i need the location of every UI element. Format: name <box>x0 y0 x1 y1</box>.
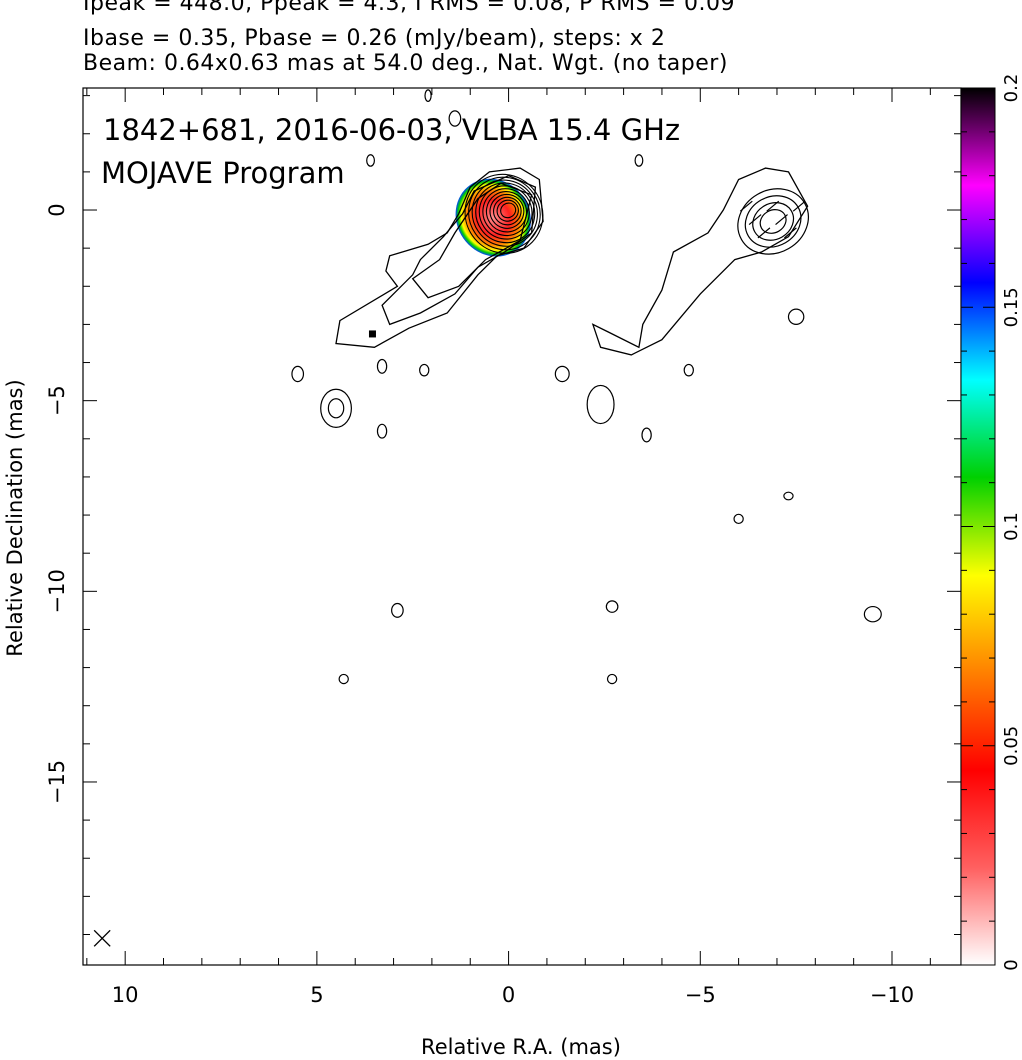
y-tick-label: −10 <box>45 569 69 613</box>
left-panel <box>335 167 544 348</box>
noise-contour <box>586 384 615 425</box>
core-contour <box>500 202 517 219</box>
x-tick-label: −10 <box>870 983 914 1007</box>
y-tick-label: −15 <box>45 760 69 804</box>
y-tick-label: −5 <box>45 385 69 416</box>
jet-contour <box>411 182 533 299</box>
noise-contour <box>863 605 882 623</box>
noise-contour <box>641 427 652 443</box>
core-contour <box>464 173 544 254</box>
noise-contour <box>366 154 375 167</box>
noise-contour <box>376 423 388 439</box>
jet-contour <box>591 167 809 356</box>
y-tick-label: 0 <box>45 203 69 216</box>
chart-title: 1842+681, 2016-06-03, VLBA 15.4 GHz <box>103 113 680 147</box>
header-base-line: Ibase = 0.35, Pbase = 0.26 (mJy/beam), s… <box>83 26 666 51</box>
header-beam-line: Beam: 0.64x0.63 mas at 54.0 deg., Nat. W… <box>83 51 728 76</box>
noise-contour <box>605 600 619 613</box>
x-tick-label: −5 <box>685 983 716 1007</box>
colorbar-tick-label: 0.15 <box>1001 287 1022 327</box>
colorbar-tick-label: 0.1 <box>1001 512 1022 541</box>
noise-contour <box>424 89 432 102</box>
right-panel <box>591 167 809 356</box>
chart-subtitle: MOJAVE Program <box>101 156 345 190</box>
core-contour <box>475 182 536 244</box>
noise-contour <box>783 491 794 501</box>
polarization-vector <box>739 200 753 212</box>
noise-contour <box>338 673 349 685</box>
noise-contour <box>733 513 744 525</box>
polarization-vector <box>748 214 762 226</box>
core-contour <box>752 202 795 241</box>
polarization-vector <box>766 200 780 212</box>
noise-contour <box>787 308 805 326</box>
y-axis: 0 −5 −10 −15 <box>45 95 961 935</box>
noise-contour <box>291 365 305 383</box>
polarization-vector <box>784 227 797 239</box>
noise-contour <box>320 388 352 428</box>
core-contour <box>496 199 519 222</box>
beam-marker <box>93 929 111 947</box>
noise-contour <box>683 363 694 377</box>
noise-contour <box>327 398 345 419</box>
jet-knot-marker <box>368 330 376 338</box>
core-contour <box>468 176 541 251</box>
polarization-vector <box>775 214 788 226</box>
polarization-vector <box>792 200 806 212</box>
colorbar: 0 0.05 0.1 0.15 0.2 <box>960 74 1022 971</box>
noise-contour <box>391 602 404 618</box>
noise-contour <box>634 154 644 167</box>
core-contour <box>737 188 809 255</box>
core-contour <box>482 188 530 237</box>
colorbar-tick-label: 0 <box>1001 959 1022 970</box>
noise-contour <box>554 365 570 383</box>
plot-area: 1842+681, 2016-06-03, VLBA 15.4 GHz MOJA… <box>82 87 962 966</box>
noise-contour <box>448 110 462 127</box>
noise-contour <box>606 673 618 685</box>
header-peak-line: Ipeak = 448.0, Ppeak = 4.3, I RMS = 0.08… <box>83 0 735 16</box>
noise-contour <box>376 358 388 374</box>
y-axis-label: Relative Declination (mas) <box>3 379 27 656</box>
colorbar-ticks: 0 0.05 0.1 0.15 0.2 <box>961 74 1022 971</box>
x-tick-label: 10 <box>112 983 139 1007</box>
noise-contour <box>419 363 430 377</box>
core-contour <box>471 179 538 247</box>
x-tick-label: 5 <box>310 983 323 1007</box>
core-contour <box>489 193 525 229</box>
colorbar-tick-label: 0.05 <box>1001 726 1022 766</box>
core-contour <box>485 191 528 233</box>
polarization-vector <box>757 227 771 239</box>
jet-contour <box>335 167 544 348</box>
x-tick-label: 0 <box>502 983 515 1007</box>
core-contour <box>759 209 787 234</box>
beam-stroke <box>93 929 111 947</box>
core-contour <box>493 196 522 226</box>
x-axis-label: Relative R.A. (mas) <box>421 1035 621 1059</box>
core-contour <box>478 185 533 240</box>
x-axis: 10 5 0 −5 −10 <box>86 88 931 1007</box>
colorbar-tick-label: 0.2 <box>1001 74 1022 103</box>
jet-contour <box>381 174 537 326</box>
noise-islands <box>291 89 882 685</box>
